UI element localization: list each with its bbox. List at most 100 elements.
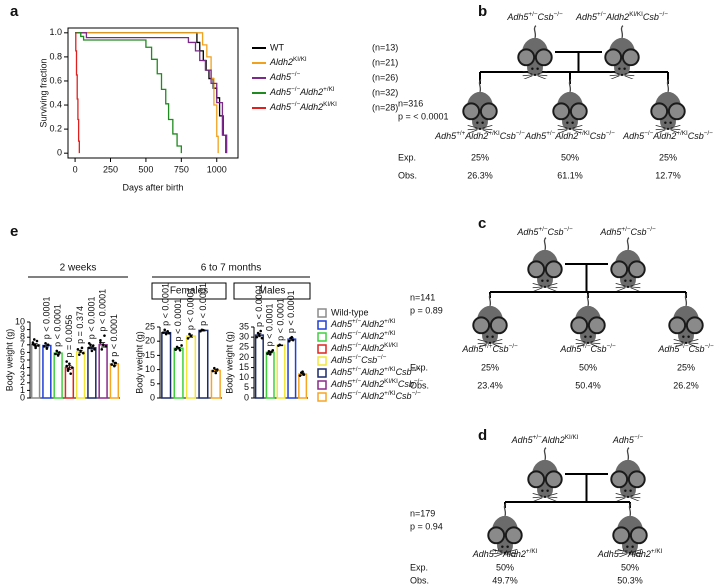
bar (210, 369, 221, 399)
data-point (302, 373, 306, 376)
y-axis-label: Body weight (g) (4, 329, 14, 392)
data-point (42, 345, 46, 348)
expected-ratio: 50% (561, 152, 579, 162)
legend-swatch (317, 344, 327, 354)
y-tick-label: 20 (145, 336, 155, 346)
data-point (54, 352, 57, 356)
mouse-icon (668, 293, 704, 347)
header-box (151, 282, 227, 300)
observed-ratio: 50.3% (617, 575, 643, 585)
y-tick-label: 35 (239, 321, 249, 331)
offspring-genotype: Adh5+/+Aldh2+/KICsb−/− (434, 130, 525, 141)
mouse-icon (472, 293, 508, 347)
y-tick-label: 3 (20, 370, 25, 380)
group-header: 6 to 7 months (201, 263, 262, 274)
p-value: p < 0.0001 (254, 284, 264, 327)
bar (198, 329, 209, 399)
data-point (79, 349, 82, 353)
mouse-icon (552, 79, 588, 133)
p-value: p < 0.0001 (286, 290, 296, 333)
mouse-icon (604, 25, 640, 79)
legend-label: Adh5−/−Aldh2+/KI (269, 86, 335, 97)
data-point (161, 331, 165, 334)
x-tick-label: 750 (174, 164, 189, 174)
y-tick-label: 20 (239, 352, 249, 362)
bar (42, 344, 52, 399)
offspring-genotype: Adh5+/−Aldh2+/KI (472, 548, 538, 559)
data-point (255, 335, 259, 339)
panel-label: d (478, 427, 487, 444)
data-point (180, 344, 183, 347)
mouse-icon (527, 237, 563, 291)
bar (109, 363, 120, 399)
mouse-icon (527, 447, 563, 501)
bar (75, 350, 86, 399)
data-point (44, 341, 47, 345)
bar (161, 331, 172, 399)
p-value: p = 0.94 (410, 521, 443, 531)
parent-genotype: Adh5+/−Csb−/− (599, 226, 656, 237)
data-point (301, 370, 304, 373)
plot-frame (67, 27, 239, 159)
p-value: p < 0.0001 (161, 283, 171, 326)
row-label: Exp. (398, 152, 416, 162)
data-point (46, 343, 50, 347)
p-value: p < 0.0001 (53, 304, 63, 347)
data-point (99, 338, 102, 342)
data-point (174, 347, 177, 351)
legend-label: Adh5−/− (269, 71, 300, 82)
offspring-genotype: Adh5+/−Aldh2+/KICsb−/− (524, 130, 615, 141)
y-tick-label: 0 (20, 392, 25, 402)
panel-label: e (10, 223, 18, 240)
data-point (34, 346, 37, 350)
data-point (87, 341, 91, 345)
row-label: Obs. (398, 170, 417, 180)
observed-ratio: 12.7% (655, 170, 681, 180)
x-tick-label: 250 (103, 164, 118, 174)
data-point (214, 371, 218, 375)
data-point (113, 364, 116, 368)
legend-swatch (317, 320, 327, 330)
p-value: p = 0.0056 (64, 315, 74, 358)
y-tick-label: 25 (145, 321, 155, 331)
data-point (91, 344, 95, 347)
legend-label: Adh5+/−Aldh2+/KI (330, 318, 396, 329)
data-point (211, 369, 215, 373)
data-point (271, 349, 275, 352)
offspring-genotype: Adh5+/−Csb−/− (559, 343, 616, 354)
observed-ratio: 50.4% (575, 380, 601, 390)
data-point (290, 335, 294, 339)
data-point (68, 362, 71, 366)
data-point (100, 348, 104, 351)
legend-swatch (317, 332, 327, 342)
panel-label: a (10, 3, 19, 20)
y-tick-label: 25 (239, 342, 249, 352)
data-point (188, 332, 191, 336)
bar (254, 334, 264, 399)
legend-label: Wild-type (331, 307, 369, 317)
observed-ratio: 23.4% (477, 380, 503, 390)
sample-size: n=141 (410, 292, 435, 302)
chart-title: 2 weeks (60, 263, 97, 274)
y-tick-label: 30 (239, 332, 249, 342)
data-point (260, 336, 264, 340)
legend-label: Adh5−/−Csb−/− (330, 354, 387, 365)
legend-label: WT (270, 42, 284, 52)
cross-tree (504, 473, 631, 508)
bar (98, 344, 108, 399)
p-value: p < 0.0001 (198, 283, 208, 326)
x-tick-label: 500 (138, 164, 153, 174)
sample-size: n=316 (398, 98, 423, 108)
data-point (99, 341, 102, 344)
mouse-icon (570, 293, 606, 347)
data-point (278, 343, 282, 347)
p-value: p < 0.0001 (275, 298, 285, 341)
data-point (267, 350, 271, 353)
data-point (163, 328, 167, 332)
expected-ratio: 25% (481, 362, 499, 372)
data-point (82, 351, 85, 355)
y-tick-label: 10 (15, 316, 25, 326)
y-tick-label: 0 (244, 392, 249, 402)
legend-count: (n=13) (372, 42, 398, 52)
parent-genotype: Adh5+/−Aldh2KI/KICsb−/− (575, 11, 668, 22)
